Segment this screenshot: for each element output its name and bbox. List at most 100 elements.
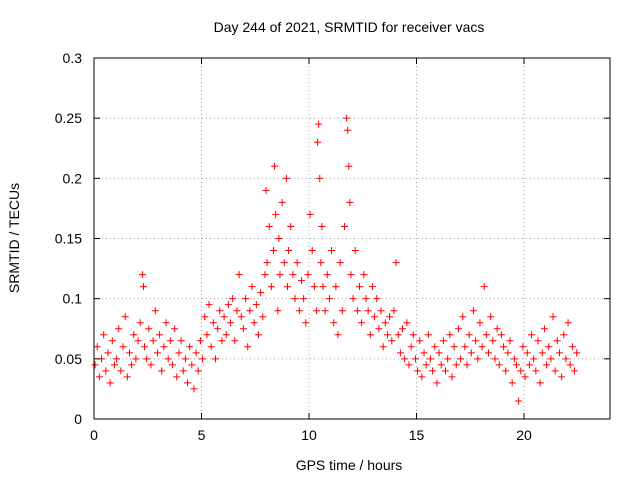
data-point	[364, 307, 372, 315]
y-tick-label: 0.05	[55, 351, 82, 367]
data-point	[188, 361, 196, 369]
data-point	[181, 355, 189, 363]
data-point	[151, 307, 159, 315]
data-point	[316, 174, 324, 182]
data-point	[207, 343, 215, 351]
data-point	[214, 325, 222, 333]
data-point	[104, 349, 112, 357]
data-point	[386, 313, 394, 321]
data-point	[429, 367, 437, 375]
data-point	[558, 373, 566, 381]
y-tick-label: 0.15	[55, 231, 82, 247]
data-point	[164, 355, 172, 363]
data-point	[179, 367, 187, 375]
data-point	[500, 343, 508, 351]
data-point	[485, 349, 493, 357]
data-point	[528, 331, 536, 339]
data-point	[515, 397, 523, 405]
data-point	[115, 325, 123, 333]
data-point	[551, 367, 559, 375]
data-point	[128, 361, 136, 369]
data-point	[332, 283, 340, 291]
data-point	[123, 373, 131, 381]
data-point	[377, 307, 385, 315]
data-point	[297, 277, 305, 285]
data-point	[289, 271, 297, 279]
data-point	[254, 331, 262, 339]
data-point	[192, 349, 200, 357]
data-point	[250, 319, 258, 327]
data-point	[426, 355, 434, 363]
data-point	[272, 210, 280, 218]
data-point	[121, 313, 129, 321]
data-point	[504, 349, 512, 357]
data-point	[261, 271, 269, 279]
data-point	[186, 343, 194, 351]
data-point	[411, 355, 419, 363]
data-point	[108, 337, 116, 345]
data-point	[353, 307, 361, 315]
data-point	[139, 283, 147, 291]
x-tick-label: 0	[90, 427, 98, 443]
data-point	[91, 361, 99, 369]
data-point	[534, 337, 542, 345]
y-tick-label: 0	[74, 411, 82, 427]
data-point	[201, 313, 209, 321]
data-point	[532, 367, 540, 375]
data-point	[153, 349, 161, 357]
data-point	[196, 337, 204, 345]
data-point	[147, 361, 155, 369]
data-point	[493, 325, 501, 333]
data-point	[540, 325, 548, 333]
data-point	[222, 331, 230, 339]
data-point	[433, 379, 441, 387]
data-point	[519, 343, 527, 351]
data-point	[448, 373, 456, 381]
axis-ticks: 0 5 10 15 20 0 0.05 0.1 0.15 0.2 0.25 0.3	[55, 50, 610, 443]
data-point	[173, 373, 181, 381]
data-point	[564, 319, 572, 327]
data-point	[284, 283, 291, 291]
data-point	[512, 361, 520, 369]
data-point	[571, 367, 579, 375]
data-point	[257, 289, 265, 297]
data-point	[523, 349, 531, 357]
data-point	[371, 313, 379, 321]
data-point	[205, 301, 213, 309]
data-point	[568, 343, 576, 351]
data-point	[560, 331, 568, 339]
data-point	[344, 126, 352, 134]
data-point	[330, 319, 338, 327]
data-point	[175, 349, 183, 357]
data-point	[117, 367, 125, 375]
data-point	[302, 319, 310, 327]
data-point	[375, 325, 383, 333]
data-point	[211, 355, 219, 363]
data-point	[517, 367, 525, 375]
data-point	[457, 355, 465, 363]
data-point	[177, 337, 185, 345]
x-tick-label: 15	[409, 427, 425, 443]
data-point	[270, 247, 278, 255]
data-point	[345, 162, 353, 170]
data-point	[347, 271, 355, 279]
data-point	[450, 343, 458, 351]
x-tick-label: 20	[516, 427, 532, 443]
data-point	[340, 222, 348, 230]
data-point	[158, 367, 166, 375]
data-point	[291, 295, 299, 303]
data-point	[231, 337, 239, 345]
data-point	[442, 367, 450, 375]
y-tick-label: 0.25	[55, 110, 82, 126]
data-point	[409, 331, 417, 339]
data-point	[304, 271, 312, 279]
data-point	[160, 343, 168, 351]
data-point	[318, 222, 326, 230]
data-point	[308, 247, 316, 255]
y-tick-label: 0.2	[63, 170, 83, 186]
data-point	[259, 313, 267, 321]
data-point	[263, 259, 271, 267]
data-point	[487, 313, 495, 321]
data-point	[156, 331, 164, 339]
